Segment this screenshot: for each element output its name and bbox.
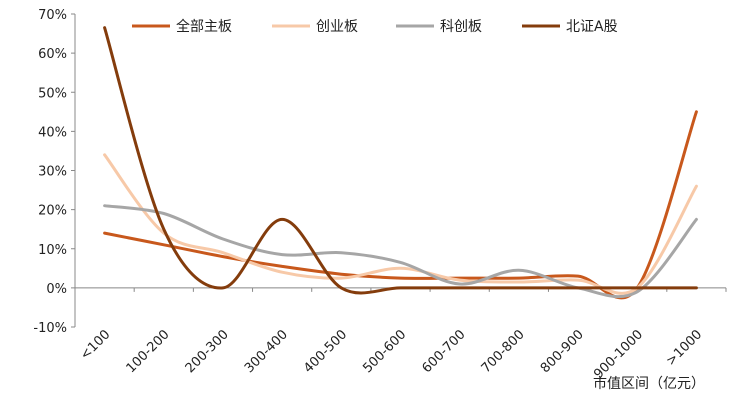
y-tick-label: 0% (46, 282, 67, 297)
x-axis-title: 市值区间（亿元） (593, 375, 705, 392)
legend: 全部主板 创业板 科创板 北证A股 (132, 18, 618, 35)
series-layer (103, 26, 698, 300)
legend-label-3: 北证A股 (566, 19, 618, 35)
x-tick-label: <100 (78, 327, 114, 363)
series-line-0 (103, 110, 698, 300)
x-tick-label: 900-1000 (591, 327, 646, 382)
legend-label-2: 科创板 (440, 19, 482, 35)
x-tick-label: 400-500 (301, 327, 350, 376)
x-tick-label: 600-700 (419, 327, 468, 376)
y-tick-label: 20% (38, 204, 67, 219)
legend-label-1: 创业板 (316, 19, 358, 35)
x-tick-label: 200-300 (183, 327, 232, 376)
x-tick-label: 300-400 (242, 327, 291, 376)
x-tick-label: 800-900 (538, 327, 587, 376)
series-line-2 (103, 204, 698, 299)
y-tick-label: -10% (33, 321, 67, 336)
series-line-3 (103, 26, 698, 295)
series-line-1 (103, 153, 698, 295)
x-tick-label: 100-200 (124, 327, 173, 376)
x-tick-label: 500-600 (360, 327, 409, 376)
y-tick-label: 30% (38, 165, 67, 180)
legend-label-0: 全部主板 (176, 18, 232, 35)
x-axis: <100 100-200 200-300 300-400 400-500 500-600 6… (74, 287, 727, 382)
y-tick-label: 70% (38, 8, 67, 23)
y-tick-label: 60% (38, 47, 67, 62)
y-tick-label: 50% (38, 86, 67, 101)
y-tick-label: 40% (38, 125, 67, 140)
y-tick-label: 10% (38, 243, 67, 258)
x-tick-label: 700-800 (479, 327, 528, 376)
x-tick-label: >1000 (664, 327, 706, 369)
y-axis: -10% 0% 10% 20% 30% 40% 50% 60% 70% (33, 8, 76, 336)
